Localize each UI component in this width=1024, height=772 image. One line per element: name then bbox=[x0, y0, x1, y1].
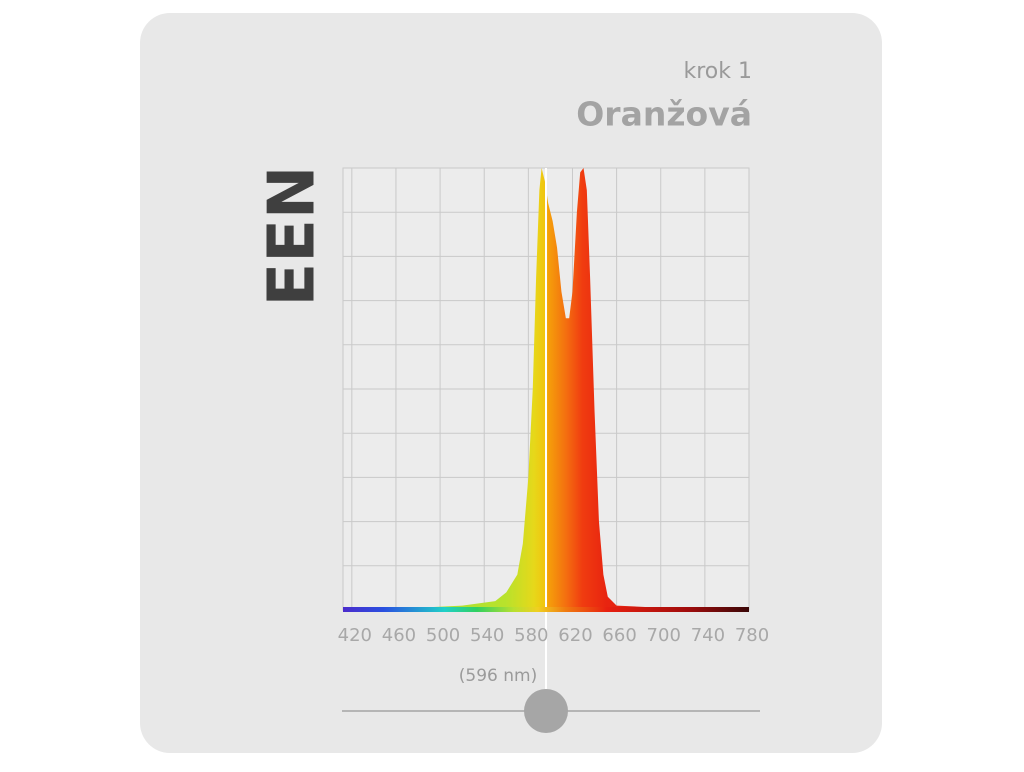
x-tick-label: 500 bbox=[426, 625, 460, 646]
x-tick-label: 700 bbox=[647, 625, 681, 646]
x-tick-label: 420 bbox=[338, 625, 372, 646]
wavelength-label: (596 nm) bbox=[459, 666, 537, 686]
x-tick-label: 660 bbox=[602, 625, 636, 646]
x-tick-label: 740 bbox=[691, 625, 725, 646]
step-label: krok 1 bbox=[684, 59, 753, 84]
x-tick-label: 780 bbox=[735, 625, 769, 646]
x-tick-label: 460 bbox=[382, 625, 416, 646]
x-tick-label: 580 bbox=[514, 625, 548, 646]
spectrum-strip bbox=[343, 607, 749, 612]
x-tick-label: 620 bbox=[558, 625, 592, 646]
x-tick-label: 540 bbox=[470, 625, 504, 646]
color-title: Oranžová bbox=[576, 95, 752, 134]
brand-logo: EEN bbox=[256, 166, 330, 307]
slider-knob[interactable] bbox=[524, 689, 568, 733]
